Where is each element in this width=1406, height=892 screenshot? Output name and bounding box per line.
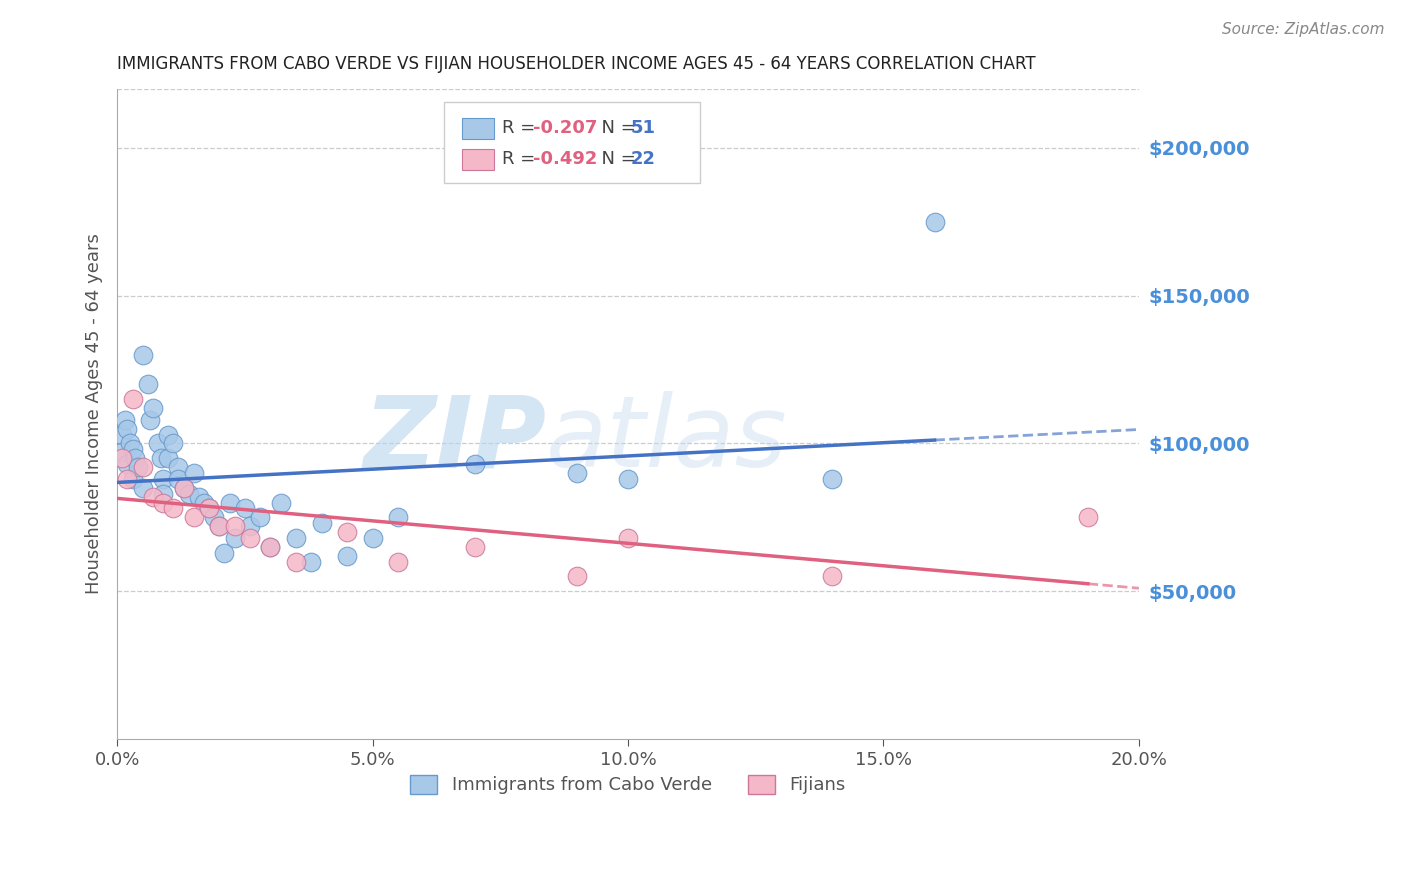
Point [149, 451, 172, 466]
Point [821, 472, 844, 486]
Point [173, 481, 195, 495]
Point [1077, 510, 1099, 524]
Point [285, 531, 308, 545]
Point [198, 501, 221, 516]
Point [121, 442, 143, 457]
Point [121, 392, 143, 406]
Point [152, 486, 174, 500]
Text: -0.207: -0.207 [533, 119, 598, 136]
Point [202, 510, 225, 524]
Point [183, 510, 205, 524]
Point [270, 495, 292, 509]
Point [124, 451, 146, 466]
Y-axis label: Householder Income Ages 45 - 64 years: Householder Income Ages 45 - 64 years [86, 234, 103, 594]
Point [132, 460, 155, 475]
Point [198, 501, 221, 516]
Text: 22: 22 [631, 150, 657, 168]
Point [118, 436, 141, 450]
Point [259, 540, 281, 554]
Point [187, 490, 209, 504]
Point [152, 472, 174, 486]
Point [617, 472, 640, 486]
Point [114, 413, 136, 427]
Text: ZIP: ZIP [363, 392, 547, 489]
Point [361, 531, 384, 545]
Text: atlas: atlas [547, 392, 787, 489]
Point [157, 451, 180, 466]
Point [565, 569, 588, 583]
Point [183, 466, 205, 480]
Point [136, 377, 159, 392]
Text: R =: R = [502, 119, 541, 136]
Point [208, 519, 231, 533]
Point [239, 519, 262, 533]
Point [117, 422, 139, 436]
Point [224, 531, 246, 545]
Point [157, 427, 180, 442]
Text: -0.492: -0.492 [533, 150, 598, 168]
Point [142, 401, 165, 415]
Point [162, 436, 184, 450]
Point [924, 214, 946, 228]
Point [152, 495, 174, 509]
Point [208, 519, 231, 533]
Point [193, 495, 215, 509]
Point [285, 555, 308, 569]
Point [127, 460, 149, 475]
FancyBboxPatch shape [444, 102, 700, 183]
Point [167, 460, 190, 475]
Text: Source: ZipAtlas.com: Source: ZipAtlas.com [1222, 22, 1385, 37]
Point [336, 549, 359, 563]
Point [173, 481, 195, 495]
Point [146, 436, 169, 450]
Point [142, 490, 165, 504]
Point [464, 540, 486, 554]
Text: IMMIGRANTS FROM CABO VERDE VS FIJIAN HOUSEHOLDER INCOME AGES 45 - 64 YEARS CORRE: IMMIGRANTS FROM CABO VERDE VS FIJIAN HOU… [117, 55, 1036, 73]
Point [336, 525, 359, 540]
Point [259, 540, 281, 554]
Point [177, 486, 200, 500]
Point [167, 472, 190, 486]
Point [617, 531, 640, 545]
Point [132, 348, 155, 362]
Point [233, 501, 256, 516]
Point [132, 481, 155, 495]
Point [464, 457, 486, 471]
Point [821, 569, 844, 583]
Bar [461, 149, 495, 169]
Point [218, 495, 240, 509]
Text: 51: 51 [631, 119, 657, 136]
Point [387, 510, 409, 524]
Point [565, 466, 588, 480]
Point [121, 472, 143, 486]
Point [111, 451, 134, 466]
Text: N =: N = [591, 119, 641, 136]
Point [111, 427, 134, 442]
Point [239, 531, 262, 545]
Point [249, 510, 271, 524]
Point [117, 457, 139, 471]
Point [139, 413, 162, 427]
Point [117, 472, 139, 486]
Point [162, 501, 184, 516]
Point [224, 519, 246, 533]
Point [387, 555, 409, 569]
Point [299, 555, 322, 569]
Bar [461, 118, 495, 138]
Point [214, 546, 236, 560]
Point [311, 516, 333, 531]
Text: R =: R = [502, 150, 541, 168]
Text: N =: N = [591, 150, 641, 168]
Legend: Immigrants from Cabo Verde, Fijians: Immigrants from Cabo Verde, Fijians [404, 768, 853, 802]
Point [111, 445, 134, 459]
